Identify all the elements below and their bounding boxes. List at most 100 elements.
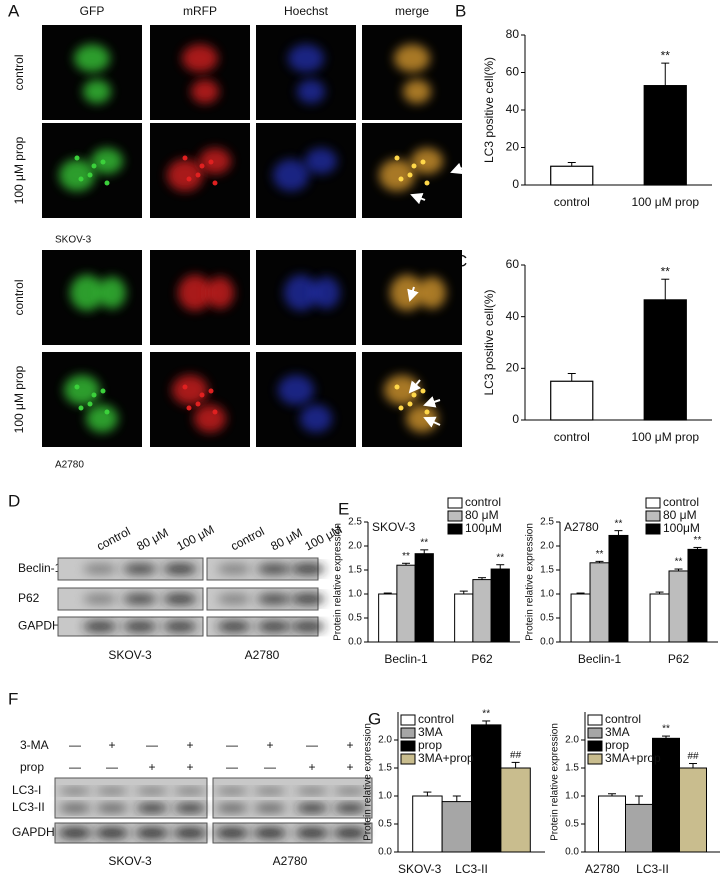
blot-band (163, 564, 197, 574)
puncta (407, 401, 413, 407)
legend-label: 100μM (465, 521, 502, 535)
protein-label: LC3-II (12, 800, 45, 814)
puncta (87, 172, 93, 178)
micrograph (42, 25, 142, 120)
bar (454, 593, 474, 643)
bar (550, 380, 594, 421)
legend-label: control (465, 495, 501, 509)
y-axis-label: Protein relative expression (525, 523, 536, 641)
legend-swatch (447, 497, 463, 509)
treatment-sign: — (146, 738, 158, 752)
cell-signal (98, 276, 126, 309)
legend-swatch (587, 727, 603, 739)
legend-label: 100μM (663, 521, 700, 535)
puncta (100, 159, 106, 165)
bar (668, 570, 689, 643)
treatment-sign: + (308, 760, 315, 774)
puncta (398, 405, 404, 411)
cell-line-label: SKOV-3 (108, 854, 152, 868)
y-tick-label: 1.0 (348, 589, 362, 600)
cell-signal (305, 148, 337, 174)
y-tick-label: 20 (506, 361, 520, 375)
legend-swatch (447, 523, 463, 535)
cell-signal (178, 274, 212, 311)
y-tick-label: 0.5 (378, 819, 392, 830)
blot-band (136, 804, 168, 812)
puncta (91, 163, 97, 169)
lane-label: control (94, 524, 132, 553)
column-header: GFP (80, 4, 105, 18)
legend-label: 3MA+prop (605, 751, 661, 765)
treatment-sign: — (106, 760, 118, 774)
blot-band (174, 804, 206, 812)
legend-label: prop (605, 738, 629, 752)
bar (500, 767, 531, 853)
treatment-sign: — (69, 738, 81, 752)
x-tick-label: 100 μM prop (631, 195, 699, 209)
significance-label: ** (615, 518, 623, 529)
bar (570, 593, 591, 643)
legend-label: control (663, 495, 699, 509)
legend-label: 80 μM (465, 508, 499, 522)
micrograph (150, 25, 250, 120)
blot-band (254, 788, 286, 794)
cell-signal (182, 44, 218, 73)
treatment-sign: — (226, 760, 238, 774)
blot-band (217, 621, 251, 632)
lane-label: control (228, 524, 266, 553)
y-tick-label: 40 (506, 102, 520, 116)
blot-band (123, 594, 157, 604)
blot-band (83, 621, 117, 632)
cell-signal (167, 159, 203, 192)
row-label: control (12, 279, 26, 315)
cell-signal (59, 159, 95, 192)
bar (472, 579, 492, 643)
y-tick-label: 0.5 (348, 613, 362, 624)
significance-label: ** (661, 264, 671, 278)
y-tick-label: 1.5 (565, 763, 579, 774)
bar (589, 562, 610, 643)
puncta (91, 392, 97, 398)
legend-label: prop (418, 738, 442, 752)
puncta (182, 384, 188, 390)
legend-label: 3MA (418, 725, 443, 739)
treatment-label: 3-MA (20, 738, 49, 752)
bar (649, 593, 670, 643)
puncta (104, 180, 110, 186)
x-tick-label: 100 μM prop (631, 430, 699, 444)
legend-swatch (400, 753, 416, 765)
bar (679, 767, 707, 853)
chart-title: SKOV-3 (398, 862, 442, 876)
y-tick-label: 0.0 (565, 847, 579, 858)
puncta (195, 172, 201, 178)
puncta (411, 392, 417, 398)
puncta (186, 405, 192, 411)
cell-line-label: A2780 (273, 854, 308, 868)
blot-band (136, 788, 168, 794)
puncta (186, 176, 192, 182)
bar (550, 165, 594, 186)
blot-band (253, 828, 287, 838)
cell-signal (288, 44, 324, 73)
y-tick-label: 80 (506, 27, 520, 41)
blot-band (296, 804, 328, 812)
blot-band (59, 804, 91, 812)
cell-line-label: SKOV-3 (55, 235, 92, 246)
puncta (407, 172, 413, 178)
bar (490, 568, 510, 643)
cell-signal (172, 375, 208, 405)
arrow (408, 379, 422, 394)
bar (625, 803, 653, 853)
cell-signal (300, 404, 332, 433)
arrow (423, 416, 441, 428)
legend-swatch (400, 714, 416, 726)
chart-title: A2780 (564, 520, 599, 534)
cell-signal (406, 404, 438, 433)
legend-label: 3MA+prop (418, 751, 474, 765)
puncta (212, 409, 218, 415)
legend-swatch (587, 753, 603, 765)
chart-title: SKOV-3 (372, 520, 416, 534)
puncta (199, 163, 205, 169)
